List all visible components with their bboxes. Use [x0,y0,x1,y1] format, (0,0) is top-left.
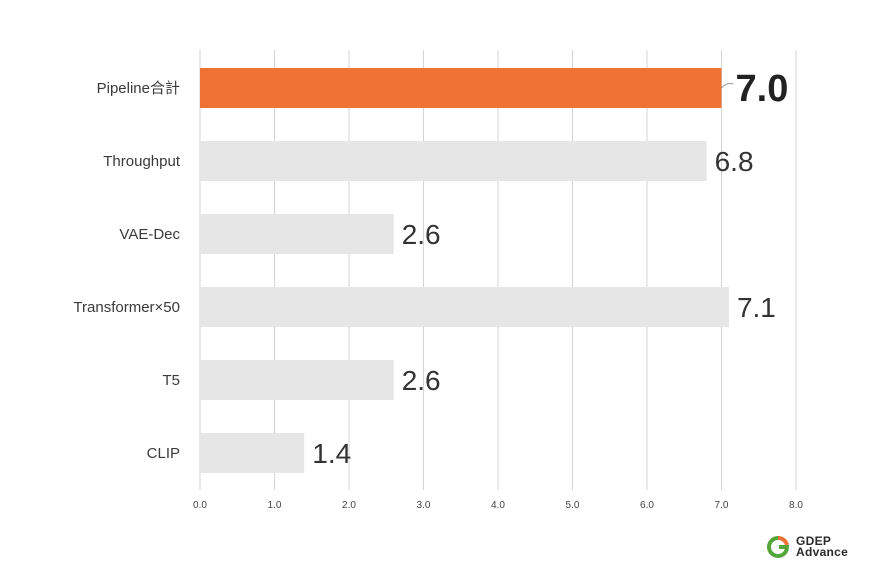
category-label: Transformer×50 [73,299,180,316]
category-label: Pipeline合計 [97,80,180,97]
x-tick-labels: 0.0 1.0 2.0 3.0 4.0 5.0 6.0 7.0 8.0 [193,500,803,511]
bar [200,214,394,254]
value-label: 2.6 [402,365,441,396]
value-labels: 7.0 6.8 2.6 7.1 2.6 1.4 [312,68,788,469]
value-label: 6.8 [715,146,754,177]
bar [200,433,305,473]
grid-lines [199,50,797,490]
category-label: T5 [162,372,180,389]
logo-text-line2: Advance [796,545,849,559]
x-tick-label: 2.0 [342,500,356,511]
label-leader-line [721,83,734,89]
value-label: 7.1 [737,292,776,323]
x-tick-label: 7.0 [715,500,729,511]
x-tick-label: 4.0 [491,500,505,511]
logo-text-line1: GDEP [796,534,832,548]
x-tick-label: 3.0 [417,500,431,511]
x-tick-label: 8.0 [789,500,803,511]
category-label: Throughput [103,153,181,170]
value-label: 7.0 [736,68,789,110]
category-labels: Pipeline合計 Throughput VAE-Dec Transformer×5… [73,80,180,462]
bar [200,68,722,108]
bar [200,141,707,181]
bar [200,360,394,400]
value-label: 2.6 [402,219,441,250]
value-label: 1.4 [312,438,351,469]
x-tick-label: 5.0 [566,500,580,511]
category-label: CLIP [147,445,180,462]
brand-logo: GDEP Advance [766,535,876,561]
x-tick-label: 0.0 [193,500,207,511]
gdep-logo-icon [767,536,790,558]
bar [200,287,729,327]
x-tick-label: 1.0 [268,500,282,511]
x-tick-label: 6.0 [640,500,654,511]
category-label: VAE-Dec [119,226,180,243]
bars [200,68,729,473]
